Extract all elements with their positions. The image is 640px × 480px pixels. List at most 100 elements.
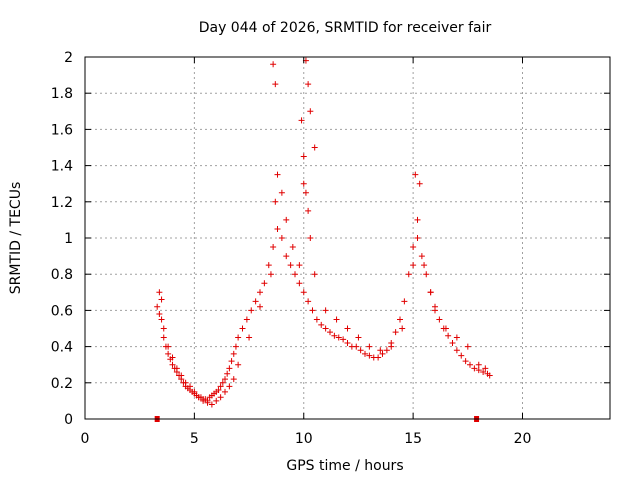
x-tick-label: 20 [514,431,532,447]
data-point [274,171,281,178]
data-point [270,244,277,251]
y-tick-label: 0.2 [51,376,73,392]
data-point [335,334,342,341]
data-point [287,262,294,269]
data-point [158,296,165,303]
data-point [313,316,320,323]
data-point [414,216,421,223]
data-point [208,401,215,408]
data-point [292,271,298,278]
data-point [414,235,421,241]
data-point [169,354,176,361]
data-point [416,180,423,187]
data-point [397,316,403,323]
data-point [165,350,172,357]
data-point [235,361,242,368]
data-point [375,354,382,361]
data-point [226,365,233,372]
data-point [298,117,305,124]
data-point [366,343,373,350]
data-point [412,171,419,178]
data-point [362,350,368,357]
data-point [246,334,253,341]
data-point [471,365,478,372]
data-point [401,298,408,305]
data-point [224,370,231,377]
data-point [222,388,228,395]
data-point [383,347,390,354]
data-point [267,271,274,278]
data-point [379,350,386,357]
data-point [458,352,465,359]
data-point [235,334,242,341]
data-point [305,81,312,88]
data-point [232,343,239,350]
data-point [156,311,163,318]
data-point [283,253,290,260]
data-point [158,316,165,323]
data-point [410,262,417,269]
data-point [475,361,482,368]
data-point [357,347,364,354]
x-tick-label: 5 [190,431,199,447]
tick-labels: 00.20.40.60.811.21.41.61.820 5 10 15 20 [51,50,532,447]
x-tick-label: 10 [295,431,313,447]
data-point [217,394,224,401]
data-point [182,379,189,386]
data-point [222,376,228,383]
data-point [462,358,469,365]
data-point [165,343,172,350]
y-tick-label: 2 [64,50,73,66]
data-point [486,372,493,379]
data-point [261,280,268,287]
data-point [289,244,296,251]
plot-frame [84,56,611,420]
data-point [331,332,338,339]
data-point [453,347,460,354]
y-tick-label: 1.2 [51,195,73,211]
data-point [353,343,360,350]
data-point [410,244,417,251]
data-point [418,253,425,260]
data-point [257,289,263,296]
data-point [230,376,237,383]
data-point [344,325,351,332]
data-point [300,153,307,160]
data-point [173,365,180,372]
data-point [228,358,235,365]
data-point [311,271,318,278]
data-point [278,189,285,196]
data-point [467,361,473,368]
data-point [322,307,329,314]
data-point [464,343,471,350]
data-point [322,325,329,332]
data-point [248,307,255,314]
y-axis-label: SRMTID / TECUs [8,182,24,295]
data-point [239,325,246,332]
data-point [482,365,489,372]
data-point [311,144,318,151]
data-point [270,61,277,68]
data-point [300,289,307,296]
data-point [213,397,220,404]
data-point [475,367,482,374]
data-point [307,108,314,115]
data-point [309,307,316,314]
data-point [399,325,406,332]
x-tick-label: 0 [81,431,90,447]
data-point [230,350,237,357]
data-points [154,57,493,422]
data-point [442,325,449,332]
y-tick-label: 1.6 [51,122,73,138]
x-axis-label: GPS time / hours [286,458,403,474]
data-point [200,397,207,404]
data-point [449,339,456,346]
data-point [252,298,259,305]
data-point [187,383,193,390]
data-point [169,361,176,368]
data-point [340,336,347,343]
y-tick-label: 1 [64,231,73,247]
data-point [423,271,430,278]
data-point [265,262,272,269]
